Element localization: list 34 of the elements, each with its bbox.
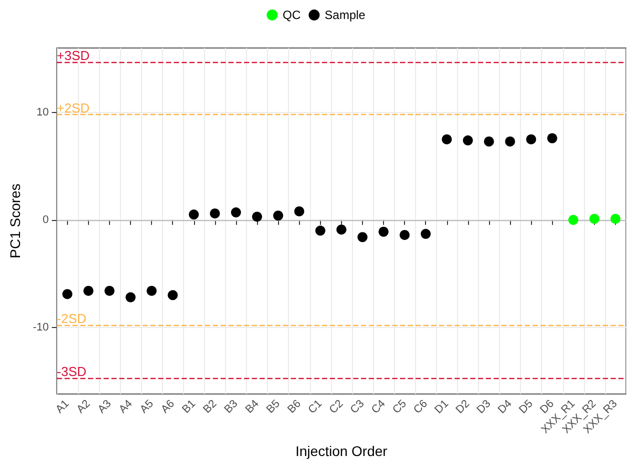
x-tick-label: D5 — [516, 398, 536, 416]
x-tick-label: B2 — [201, 398, 220, 416]
x-tick-label: C6 — [412, 398, 430, 416]
legend-label: Sample — [324, 8, 366, 22]
ref-line-label: -3SD — [56, 364, 86, 379]
x-tick-label: A2 — [74, 398, 93, 416]
y-tick-label: 0 — [42, 214, 49, 226]
ref-line-label: +3SD — [56, 48, 90, 63]
ref-line-label: +2SD — [56, 100, 90, 116]
x-tick-label: A5 — [138, 398, 156, 416]
x-tick-label: A1 — [54, 398, 72, 416]
x-tick-label: A4 — [116, 398, 135, 416]
x-tick-label: C1 — [306, 398, 325, 416]
x-tick-label: C4 — [369, 398, 388, 416]
x-tick-label: D3 — [474, 398, 494, 416]
x-tick-label: C5 — [390, 398, 409, 416]
legend-label: QC — [282, 8, 301, 22]
x-tick-label: D1 — [432, 398, 452, 416]
x-tick-label: D4 — [496, 398, 514, 416]
y-axis-title: PC1 Scores — [7, 184, 23, 258]
x-tick-label: B3 — [222, 398, 240, 416]
x-tick-label: A6 — [159, 398, 177, 416]
y-tick-label: -10 — [32, 321, 49, 334]
x-tick-label: B1 — [180, 398, 198, 416]
x-tick-label: C3 — [348, 398, 367, 416]
x-tick-label: B4 — [243, 398, 262, 416]
x-tick-label: D2 — [454, 398, 472, 416]
x-tick-label: B5 — [264, 398, 282, 416]
x-tick-label: B6 — [285, 398, 304, 416]
x-tick-label: A3 — [96, 398, 114, 416]
y-tick-label: 10 — [36, 106, 49, 118]
x-tick-label: C2 — [327, 398, 346, 416]
x-axis-title: Injection Order — [295, 443, 388, 459]
ref-line-label: -2SD — [56, 311, 86, 326]
